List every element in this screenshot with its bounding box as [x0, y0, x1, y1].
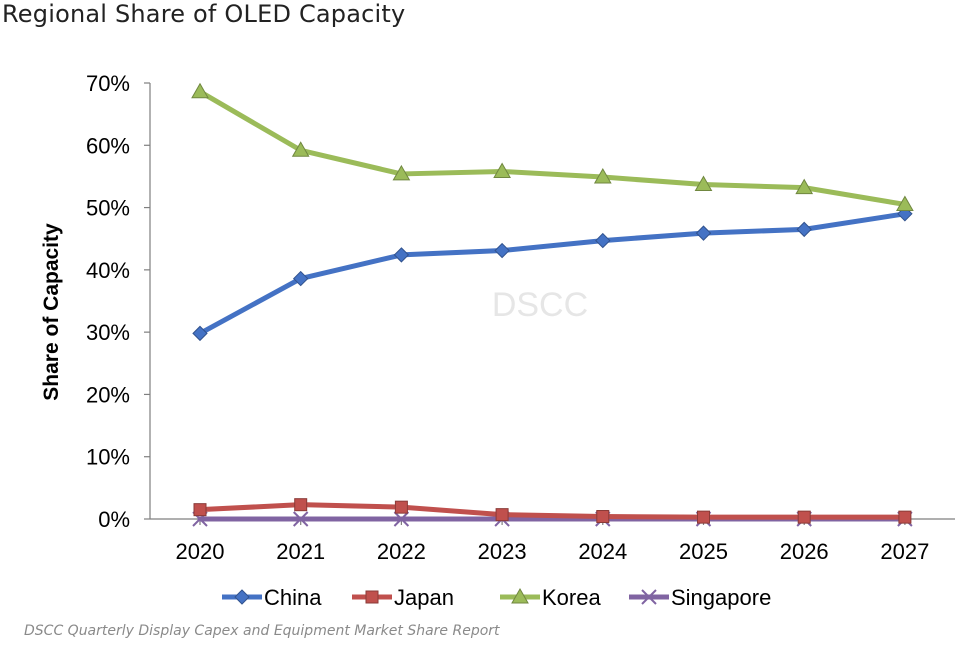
y-axis-label: Share of Capacity	[40, 223, 63, 401]
data-point-singapore	[393, 511, 410, 527]
data-point-korea	[291, 141, 310, 157]
data-point-japan	[797, 510, 811, 524]
series-china	[192, 206, 913, 342]
x-tick-label: 2027	[880, 539, 929, 564]
data-point-japan	[697, 510, 710, 524]
data-point-korea	[795, 178, 814, 195]
y-tick-label: 10%	[86, 445, 130, 470]
data-point-korea	[191, 82, 209, 99]
legend-item-japan: Japan	[352, 585, 454, 610]
data-point-japan	[495, 508, 509, 522]
data-point-china	[292, 270, 309, 287]
y-tick-label: 50%	[86, 196, 130, 221]
data-point-japan	[898, 510, 912, 524]
data-point-china	[393, 247, 410, 263]
x-tick-labels: 2020 2021 2022 2023 2024 2025 2026 2027	[176, 539, 930, 564]
legend-label-korea: Korea	[542, 585, 601, 610]
series-korea	[191, 82, 914, 211]
data-point-japan	[193, 503, 207, 517]
legend-item-korea: Korea	[500, 585, 601, 610]
x-tick-label: 2021	[276, 539, 325, 564]
y-tick-label: 20%	[86, 382, 130, 407]
y-tick-label: 30%	[86, 320, 130, 345]
data-point-china	[796, 221, 812, 238]
x-tick-label: 2020	[176, 539, 225, 564]
watermark: DSCC	[492, 286, 588, 324]
y-axis-label-group: Share of Capacity	[40, 223, 63, 401]
y-tick-label: 60%	[86, 133, 130, 158]
x-tick-label: 2024	[578, 539, 627, 564]
series-japan	[193, 498, 912, 524]
y-tick-labels: 0% 10% 20% 30% 40% 50% 60% 70%	[86, 71, 130, 532]
legend-item-china: China	[222, 585, 322, 610]
x-tick-label: 2025	[679, 539, 728, 564]
data-point-korea	[593, 168, 612, 184]
data-point-korea	[896, 195, 914, 211]
data-point-japan	[294, 498, 308, 512]
legend-label-japan: Japan	[394, 585, 454, 610]
x-tick-label: 2026	[780, 539, 829, 564]
series-line-china	[197, 211, 908, 336]
data-point-china	[695, 225, 712, 241]
line-chart: Share of Capacity DSCC 0% 10% 20% 30% 40% 50%…	[40, 71, 955, 610]
chart-title: Regional Share of OLED Capacity	[2, 0, 406, 28]
data-point-china	[192, 325, 208, 342]
data-point-japan	[394, 500, 408, 514]
y-tick-label: 0%	[98, 507, 130, 532]
legend-item-singapore: Singapore	[629, 585, 771, 610]
data-point-china	[494, 242, 510, 259]
legend-marker-china	[234, 589, 250, 605]
data-point-china	[595, 232, 611, 249]
y-tick-label: 40%	[86, 258, 130, 283]
legend-label-china: China	[264, 585, 322, 610]
data-point-korea	[694, 175, 713, 192]
x-tick-label: 2022	[377, 539, 426, 564]
legend-marker-korea	[511, 587, 529, 604]
data-point-korea	[392, 164, 411, 181]
legend-label-singapore: Singapore	[671, 585, 771, 610]
legend-marker-singapore	[641, 589, 657, 605]
x-tick-label: 2023	[478, 539, 527, 564]
legend: China Japan Korea Singapore	[222, 585, 771, 610]
data-point-korea	[493, 162, 511, 178]
series-group	[191, 82, 914, 527]
data-point-japan	[596, 510, 610, 524]
data-point-singapore	[292, 511, 309, 527]
legend-marker-japan	[365, 590, 379, 604]
series-line-korea	[197, 89, 908, 207]
y-tick-label: 70%	[86, 71, 130, 96]
series-line-japan	[197, 502, 908, 520]
source-note: DSCC Quarterly Display Capex and Equipme…	[24, 623, 500, 639]
